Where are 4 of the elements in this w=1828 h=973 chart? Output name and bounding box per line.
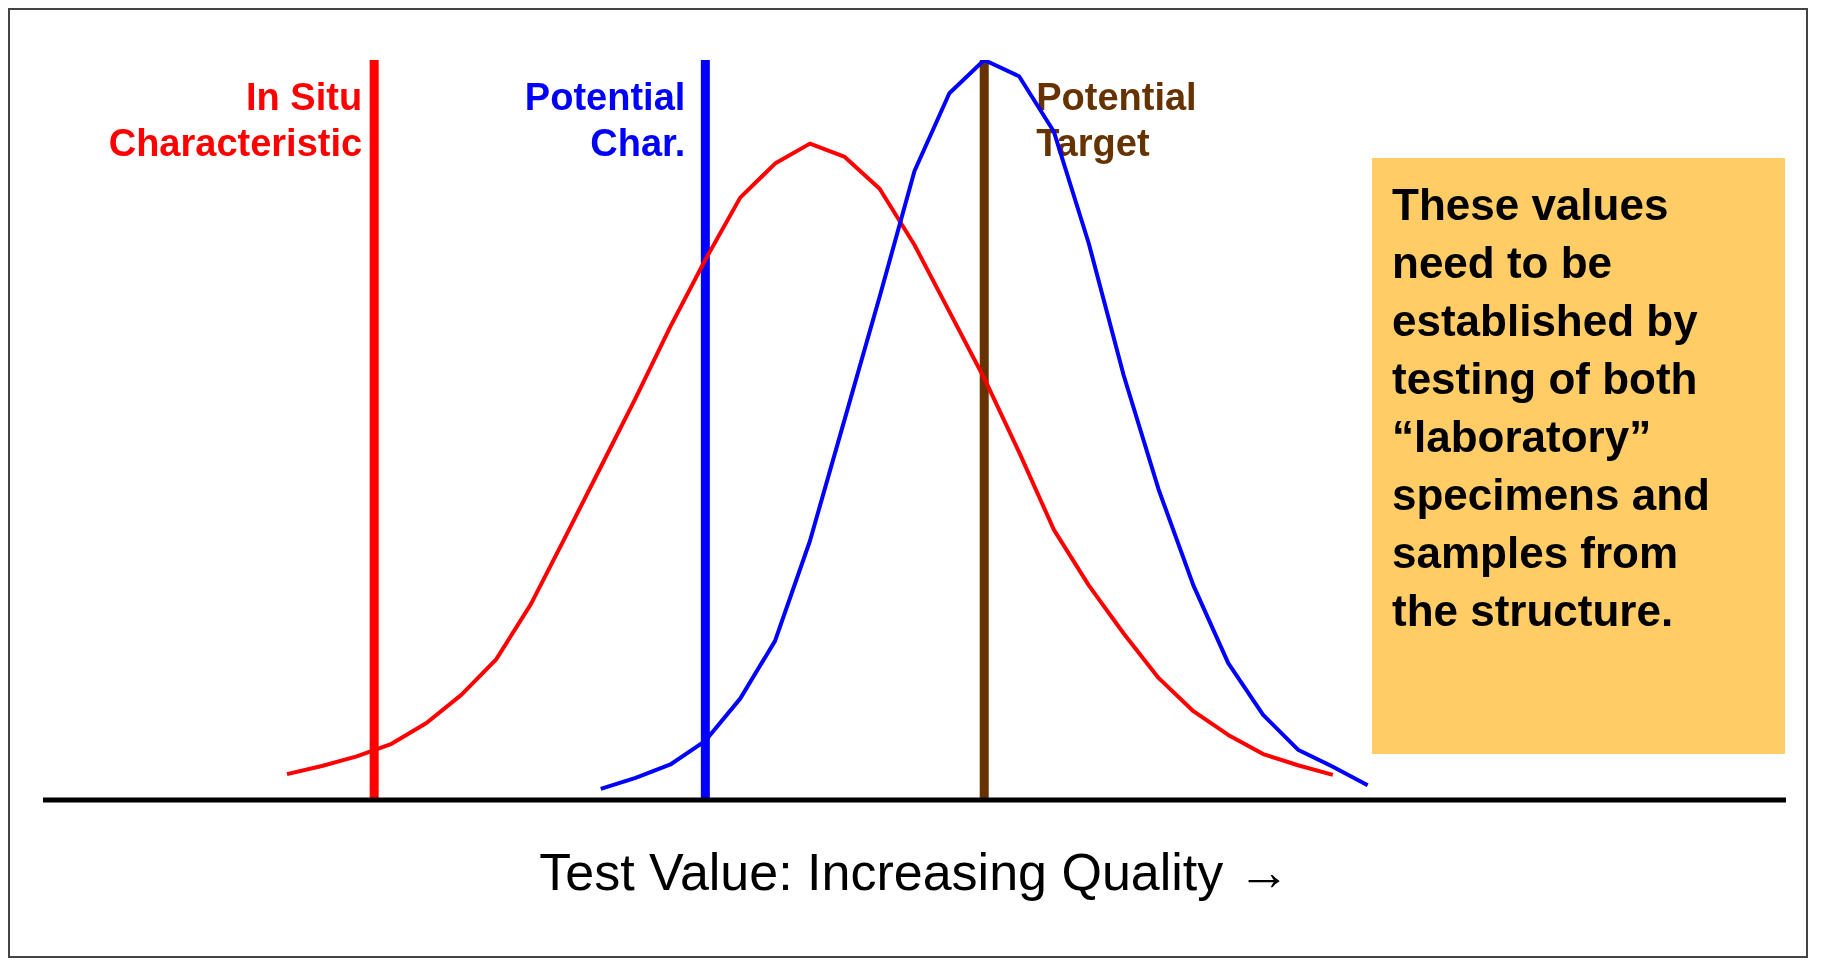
text: Potential Char. [524, 76, 686, 164]
annotation: These values need to be established by testing of both “laboratory” specimens and samples from the structure. [1372, 158, 1785, 754]
x-axis-title: Test Value: Increasing Quality → [539, 843, 1290, 901]
text: In Situ Characteristic [108, 76, 363, 164]
